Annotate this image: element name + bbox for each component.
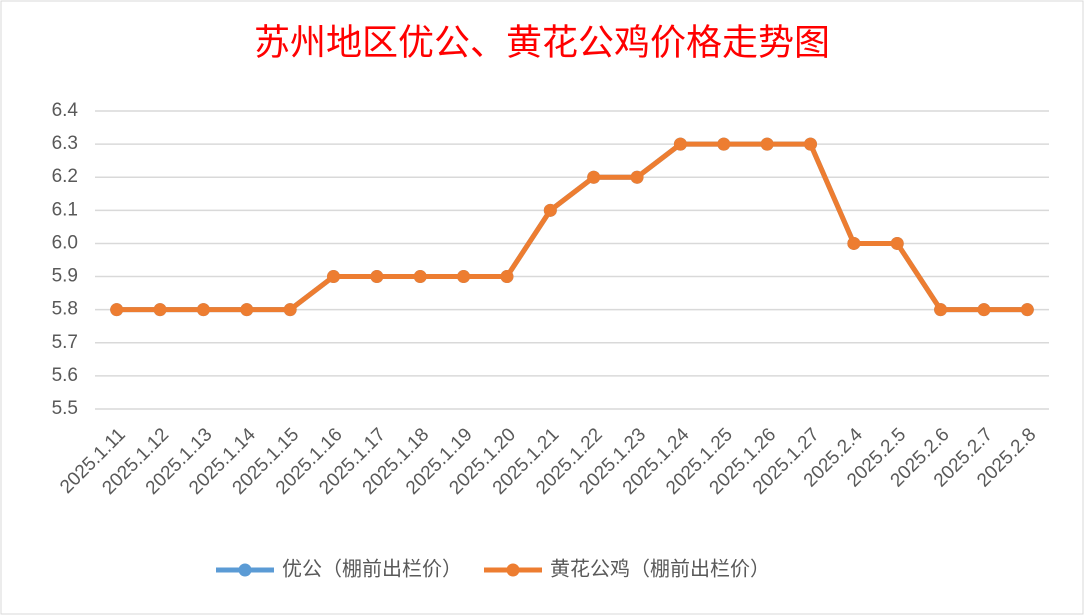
chart-title: 苏州地区优公、黄花公鸡价格走势图: [254, 22, 830, 62]
point: [413, 270, 427, 284]
y-tick-label: 5.5: [52, 398, 78, 419]
point: [196, 303, 210, 317]
y-tick-label: 6.0: [52, 232, 78, 253]
y-tick-label: 6.2: [52, 166, 78, 187]
point: [370, 270, 384, 284]
y-tick-label: 6.1: [52, 199, 78, 220]
y-tick-label: 6.4: [52, 100, 79, 121]
y-tick-label: 5.9: [52, 266, 78, 287]
point: [890, 236, 904, 250]
point: [500, 270, 514, 284]
point: [327, 270, 340, 284]
point: [457, 270, 471, 284]
point: [110, 303, 124, 317]
point: [804, 137, 817, 151]
legend-marker: [238, 563, 252, 577]
point: [283, 303, 297, 317]
point: [240, 303, 254, 317]
point: [717, 137, 731, 151]
point: [760, 137, 774, 151]
point: [543, 203, 557, 217]
y-tick-label: 5.8: [52, 299, 78, 320]
y-tick-label: 6.3: [52, 133, 78, 154]
y-tick-label: 5.6: [52, 365, 78, 386]
point: [977, 303, 991, 317]
point: [1020, 303, 1034, 317]
point: [934, 303, 948, 317]
y-tick-label: 5.7: [52, 332, 78, 353]
legend-marker: [506, 563, 520, 577]
point: [153, 303, 167, 317]
point: [630, 170, 644, 184]
point: [847, 236, 861, 250]
legend-label: 优公（棚前出栏价）: [282, 557, 462, 580]
point: [587, 170, 601, 184]
point: [673, 137, 687, 151]
series-line: [116, 141, 1028, 313]
legend-label: 黄花公鸡（棚前出栏价）: [550, 557, 770, 580]
